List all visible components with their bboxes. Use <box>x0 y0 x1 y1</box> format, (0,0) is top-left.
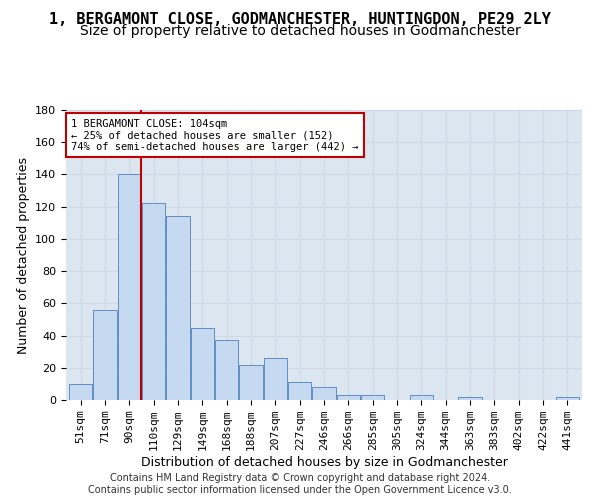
Bar <box>239 364 263 400</box>
Bar <box>94 310 116 400</box>
Bar <box>264 358 287 400</box>
Text: Size of property relative to detached houses in Godmanchester: Size of property relative to detached ho… <box>80 24 520 38</box>
Bar <box>458 397 482 400</box>
Text: Contains HM Land Registry data © Crown copyright and database right 2024.
Contai: Contains HM Land Registry data © Crown c… <box>88 474 512 495</box>
Bar <box>142 204 165 400</box>
Y-axis label: Number of detached properties: Number of detached properties <box>17 156 29 354</box>
Bar <box>410 395 433 400</box>
Bar <box>69 384 92 400</box>
Bar <box>215 340 238 400</box>
Bar <box>166 216 190 400</box>
Text: 1 BERGAMONT CLOSE: 104sqm
← 25% of detached houses are smaller (152)
74% of semi: 1 BERGAMONT CLOSE: 104sqm ← 25% of detac… <box>71 118 359 152</box>
Bar <box>288 382 311 400</box>
Bar <box>361 395 384 400</box>
Text: 1, BERGAMONT CLOSE, GODMANCHESTER, HUNTINGDON, PE29 2LY: 1, BERGAMONT CLOSE, GODMANCHESTER, HUNTI… <box>49 12 551 28</box>
Bar <box>556 397 579 400</box>
Bar <box>313 387 335 400</box>
Bar <box>337 395 360 400</box>
X-axis label: Distribution of detached houses by size in Godmanchester: Distribution of detached houses by size … <box>140 456 508 469</box>
Bar <box>191 328 214 400</box>
Bar <box>118 174 141 400</box>
